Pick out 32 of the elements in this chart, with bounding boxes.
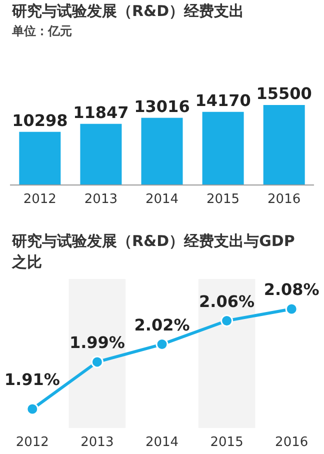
chart-subtitle: 单位：亿元 bbox=[11, 24, 72, 38]
data-label: 2.02% bbox=[134, 315, 190, 334]
data-label: 14170 bbox=[195, 90, 251, 110]
chart-title: 研究与试验发展（R&D）经费支出 bbox=[11, 2, 244, 20]
x-tick-label: 2013 bbox=[80, 435, 114, 450]
x-tick-label: 2015 bbox=[206, 192, 240, 207]
x-tick-label: 2012 bbox=[23, 192, 56, 207]
bar bbox=[80, 124, 122, 185]
data-label: 1.91% bbox=[4, 370, 60, 389]
x-tick-label: 2016 bbox=[268, 192, 301, 207]
x-tick-label: 2013 bbox=[84, 192, 118, 207]
chart-title: 研究与试验发展（R&D）经费支出与GDP之比 bbox=[11, 232, 295, 271]
point bbox=[285, 302, 298, 316]
bar bbox=[202, 112, 244, 185]
data-label: 15500 bbox=[256, 84, 312, 103]
data-label: 2.08% bbox=[264, 280, 320, 299]
x-tick-label: 2016 bbox=[275, 435, 308, 450]
point bbox=[220, 314, 234, 328]
x-tick-label: 2014 bbox=[145, 192, 179, 207]
data-label: 11847 bbox=[73, 102, 129, 122]
bar bbox=[263, 105, 305, 185]
data-label: 10298 bbox=[12, 110, 68, 130]
data-label: 13016 bbox=[134, 96, 190, 116]
point bbox=[26, 402, 39, 416]
data-label: 2.06% bbox=[199, 292, 255, 311]
bar bbox=[19, 132, 61, 185]
x-tick-label: 2014 bbox=[145, 435, 179, 450]
data-label: 1.99% bbox=[69, 332, 125, 352]
point bbox=[90, 356, 104, 368]
x-tick-label: 2012 bbox=[16, 435, 49, 450]
x-tick-label: 2015 bbox=[210, 435, 244, 450]
bar bbox=[141, 118, 183, 185]
